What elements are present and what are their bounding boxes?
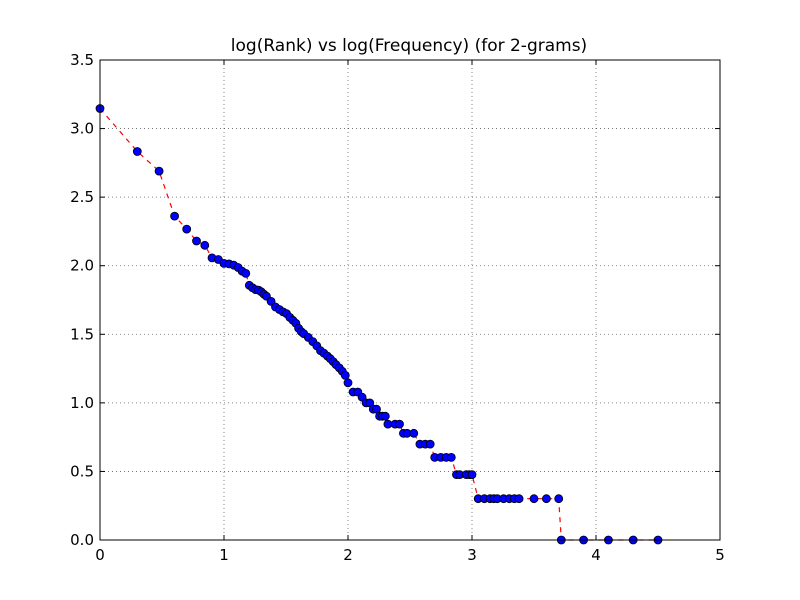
series-line [99,108,658,541]
axis-ticks [99,59,721,541]
data-point [425,439,435,449]
data-point [343,378,353,388]
y-tick-label: 2.0 [70,257,94,275]
data-point [380,411,390,421]
y-tick-label: 3.0 [70,120,94,138]
data-point [182,224,192,234]
y-tick-label: 3.5 [70,51,94,69]
data-point [554,494,564,504]
y-tick-label: 0.5 [70,462,94,480]
x-tick-label: 3 [467,546,477,564]
data-point [200,240,210,250]
data-point [132,147,142,156]
data-point [192,236,201,246]
y-tick-labels: 0.0 0.5 1.0 1.5 2.0 2.5 3.0 3.5 [70,51,94,549]
x-tick-label: 5 [715,546,725,564]
x-tick-label: 0 [95,546,105,564]
data-points [95,104,663,545]
data-point [446,452,456,462]
x-tick-label: 4 [591,546,601,564]
chart-title: log(Rank) vs log(Frequency) (for 2-grams… [231,36,587,56]
x-tick-label: 1 [219,546,229,564]
data-point [395,419,404,429]
data-point [514,494,524,504]
data-point [409,428,419,438]
data-point [154,166,164,176]
plot-frame [99,59,721,541]
x-tick-label: 2 [343,546,353,564]
data-point [170,211,180,221]
y-tick-label: 1.5 [70,325,94,343]
grid-lines [100,60,720,540]
data-point [241,268,251,278]
data-point [542,494,551,504]
data-point [383,419,393,429]
data-point [529,494,539,504]
y-tick-label: 2.5 [70,188,94,206]
y-tick-label: 0.0 [70,531,94,549]
y-tick-label: 1.0 [70,394,94,412]
data-point [467,470,477,480]
x-tick-labels: 0 1 2 3 4 5 [95,546,725,564]
trend-line-layer [99,108,658,541]
data-point [340,370,350,380]
